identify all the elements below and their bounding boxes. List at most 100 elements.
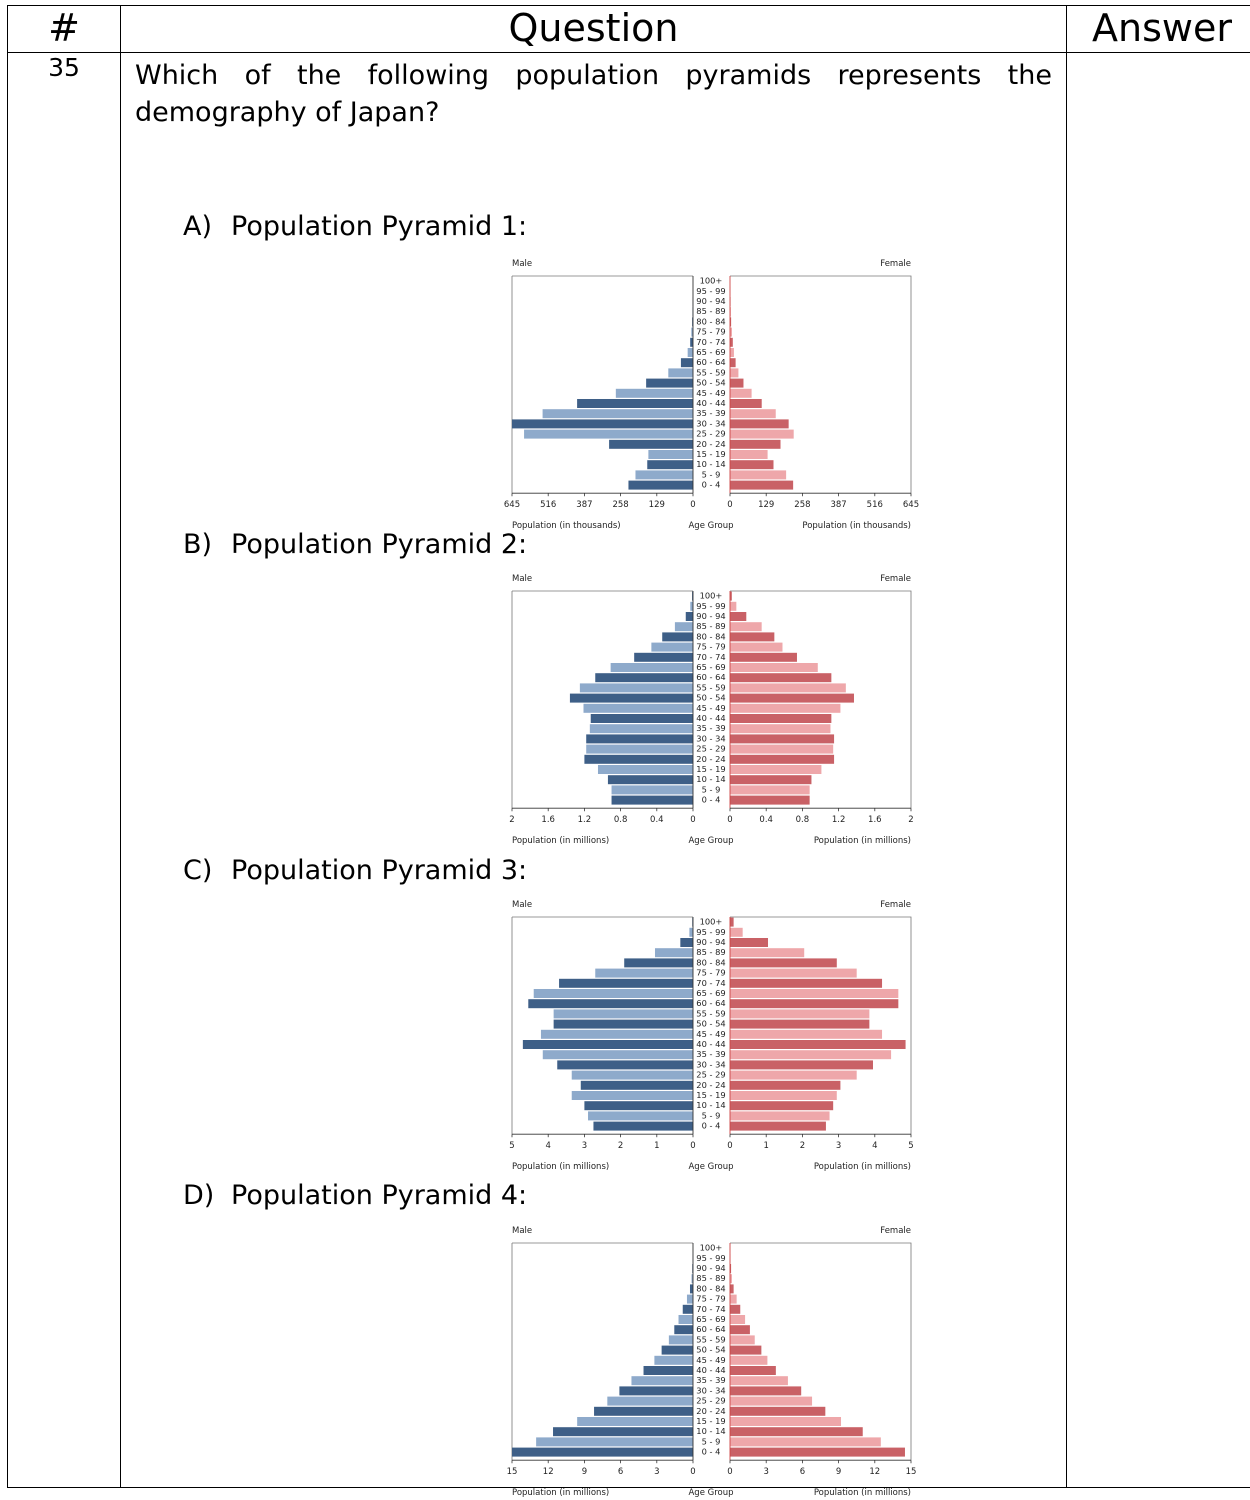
option-d: D)Population Pyramid 4: — [183, 1180, 527, 1211]
age-group-label: 55 - 59 — [696, 682, 725, 692]
age-group-label: 25 - 29 — [696, 1396, 725, 1406]
age-group-label: 55 - 59 — [696, 1008, 725, 1018]
age-group-label: 50 - 54 — [696, 1019, 725, 1029]
age-group-label: 0 - 4 — [702, 1121, 721, 1131]
male-bar — [651, 643, 693, 652]
female-tick-label: 2 — [800, 1141, 805, 1151]
age-group-label: 65 - 69 — [696, 662, 725, 672]
header-row: # Question Answer — [8, 6, 1250, 53]
male-bar — [528, 999, 693, 1008]
female-bar — [730, 653, 797, 662]
female-bar — [730, 440, 781, 449]
age-group-label: 30 - 34 — [696, 733, 725, 743]
male-bar — [668, 368, 693, 377]
female-tick-label: 258 — [794, 500, 810, 510]
male-bar — [669, 1335, 693, 1344]
age-group-label: 5 - 9 — [702, 1110, 721, 1120]
female-bar — [730, 1366, 776, 1375]
female-bar — [730, 348, 734, 357]
age-group-label: 35 - 39 — [696, 1049, 725, 1059]
age-group-label: 10 - 14 — [696, 1100, 725, 1110]
male-bar — [662, 1346, 693, 1355]
male-bar — [647, 460, 693, 469]
female-tick-label: 1.2 — [832, 815, 846, 825]
option-label: Population Pyramid 4: — [231, 1180, 527, 1211]
question-text: Which of the following population pyrami… — [121, 53, 1066, 131]
question-table: # Question Answer 35 Which of the follow… — [7, 5, 1250, 1488]
male-bar — [655, 948, 693, 957]
male-tick-label: 2 — [618, 1141, 623, 1151]
male-bar — [536, 1437, 693, 1446]
age-group-label: 75 - 79 — [696, 642, 725, 652]
female-bar — [730, 1305, 740, 1314]
female-bar — [730, 989, 898, 998]
male-bar — [541, 1030, 693, 1039]
male-tick-label: 516 — [540, 500, 556, 510]
age-group-label: 100+ — [700, 917, 723, 927]
female-tick-label: 2 — [908, 815, 913, 825]
female-tick-label: 3 — [763, 1467, 768, 1477]
age-group-label: 25 - 29 — [696, 744, 725, 754]
female-bar — [730, 969, 857, 978]
female-bar — [730, 785, 810, 794]
male-bar — [572, 1071, 693, 1080]
female-tick-label: 0 — [727, 1141, 732, 1151]
option-letter: A) — [183, 211, 231, 242]
female-bar — [730, 1050, 891, 1059]
female-bar — [730, 1335, 755, 1344]
female-bar — [730, 663, 818, 672]
female-tick-label: 129 — [758, 500, 774, 510]
female-bar — [730, 1407, 825, 1416]
female-bar — [730, 745, 833, 754]
female-bar — [730, 775, 811, 784]
age-group-label: 30 - 34 — [696, 1059, 725, 1069]
option-letter: D) — [183, 1180, 231, 1211]
female-bar — [730, 1386, 801, 1395]
male-label: Male — [512, 259, 532, 269]
female-bar — [730, 918, 734, 927]
female-bar — [730, 714, 831, 723]
answer-cell — [1067, 53, 1250, 1488]
male-bar — [595, 673, 693, 682]
age-group-label: 100+ — [700, 1243, 723, 1253]
male-bar — [559, 979, 693, 988]
female-bar — [730, 1009, 869, 1018]
age-group-label: 30 - 34 — [696, 1385, 725, 1395]
male-x-axis-title: Population (in thousands) — [512, 521, 621, 531]
age-group-label: 40 - 44 — [696, 713, 725, 723]
female-bar — [730, 1284, 734, 1293]
male-bar — [631, 1376, 693, 1385]
male-bar — [543, 409, 693, 418]
age-group-label: 5 - 9 — [702, 1436, 721, 1446]
male-bar — [570, 694, 693, 703]
male-bar — [609, 440, 693, 449]
female-bar — [730, 1295, 737, 1304]
age-group-label: 20 - 24 — [696, 1406, 725, 1416]
male-tick-label: 1 — [654, 1141, 659, 1151]
female-tick-label: 516 — [867, 500, 883, 510]
age-group-label: 70 - 74 — [696, 652, 725, 662]
female-bar — [730, 1060, 873, 1069]
female-bar — [730, 979, 882, 988]
male-x-axis-title: Population (in millions) — [512, 1162, 609, 1172]
male-bar — [595, 969, 693, 978]
male-bar — [654, 1356, 693, 1365]
male-bar — [598, 765, 693, 774]
male-bar — [624, 958, 693, 967]
female-bar — [730, 379, 743, 388]
header-answer: Answer — [1067, 6, 1250, 53]
male-label: Male — [512, 574, 532, 584]
female-bar — [730, 450, 768, 459]
female-bar — [730, 734, 834, 743]
male-bar — [586, 745, 693, 754]
age-group-label: 65 - 69 — [696, 1314, 725, 1324]
female-bar — [730, 1356, 767, 1365]
female-bar — [730, 704, 840, 713]
male-bar — [690, 1284, 693, 1293]
male-tick-label: 387 — [576, 500, 592, 510]
female-bar — [730, 724, 830, 733]
female-bar — [730, 1081, 840, 1090]
age-group-label: 40 - 44 — [696, 1365, 725, 1375]
age-group-label: 15 - 19 — [696, 449, 725, 459]
male-label: Male — [512, 900, 532, 910]
